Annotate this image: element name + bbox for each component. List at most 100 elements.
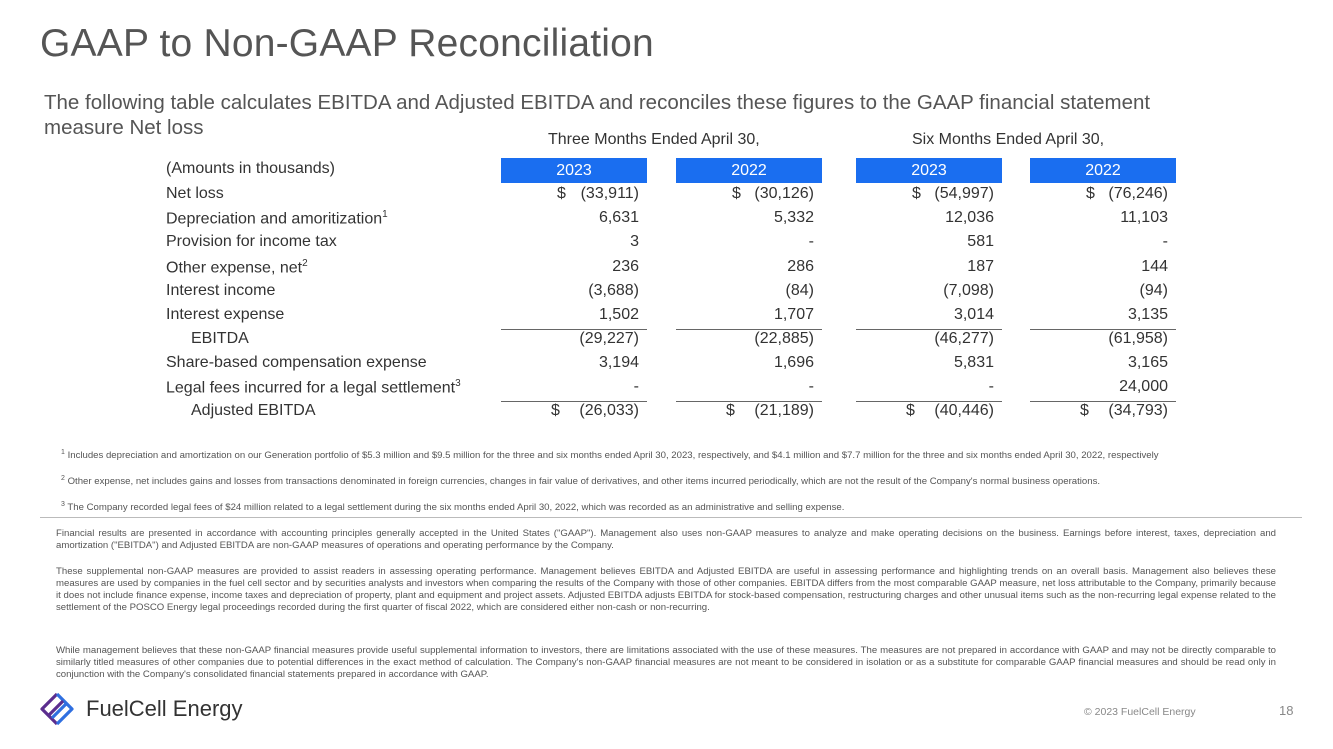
value-cell-6m-2022: (76,246)	[1108, 185, 1168, 202]
adjusted-ebitda-subtotal-rule	[501, 401, 647, 402]
row-label: Legal fees incurred for a legal settleme…	[166, 378, 461, 397]
footnote-2-number: 2	[61, 475, 65, 482]
value-cell-6m-2023: 3,014	[953, 306, 994, 323]
row-label-footnote-ref: 1	[382, 209, 388, 220]
disclaimer-paragraph-1: Financial results are presented in accor…	[56, 528, 1276, 551]
value-cell-6m-2023: (7,098)	[943, 282, 994, 299]
currency-symbol: $	[726, 402, 735, 419]
company-logo: FuelCell Energy	[40, 692, 243, 726]
value-cell-3m-2022: (21,189)	[754, 402, 814, 419]
amounts-label: (Amounts in thousands)	[166, 160, 335, 177]
value-cell-3m-2022: 5,332	[773, 209, 814, 226]
value-cell-6m-2022: 3,135	[1127, 306, 1168, 323]
row-label-text: Share-based compensation expense	[166, 354, 427, 371]
row-label-text: Provision for income tax	[166, 233, 337, 250]
row-label: Other expense, net2	[166, 258, 308, 277]
row-label-footnote-ref: 2	[302, 258, 308, 269]
row-label-text: Other expense, net	[166, 259, 303, 277]
value-cell-3m-2023: (3,688)	[588, 282, 639, 299]
disclaimer-paragraph-2: These supplemental non-GAAP measures are…	[56, 566, 1276, 613]
value-cell-3m-2022: -	[808, 233, 814, 250]
value-cell-3m-2023: 1,502	[598, 306, 639, 323]
value-cell-3m-2023: 6,631	[598, 209, 639, 226]
currency-symbol: $	[557, 185, 566, 202]
value-cell-3m-2023: (29,227)	[579, 330, 639, 347]
row-label-text: Net loss	[166, 185, 224, 202]
row-label-text: Legal fees incurred for a legal settleme…	[166, 379, 456, 397]
row-label: Net loss	[166, 185, 224, 203]
row-label-text: Interest income	[166, 282, 276, 299]
value-cell-3m-2023: 3	[630, 233, 639, 250]
value-cell-3m-2023: (33,911)	[580, 185, 639, 202]
currency-symbol: $	[1080, 402, 1089, 419]
page-title: GAAP to Non-GAAP Reconciliation	[40, 22, 654, 65]
row-label-footnote-ref: 3	[455, 378, 461, 389]
value-cell-3m-2023: -	[633, 378, 639, 395]
fuelcell-logo-icon	[40, 692, 74, 726]
ebitda-subtotal-rule	[1030, 329, 1176, 330]
adjusted-ebitda-subtotal-rule	[856, 401, 1002, 402]
ebitda-subtotal-rule	[676, 329, 822, 330]
row-label: Depreciation and amoritization1	[166, 209, 388, 228]
value-cell-3m-2023: 3,194	[598, 354, 639, 371]
footnote-2: 2 Other expense, net includes gains and …	[61, 473, 1201, 488]
page-subtitle: The following table calculates EBITDA an…	[44, 91, 1151, 139]
row-label-text: Adjusted EBITDA	[191, 402, 316, 419]
row-label: Provision for income tax	[166, 233, 337, 251]
value-cell-3m-2022: (22,885)	[754, 330, 814, 347]
footnote-3-number: 3	[61, 501, 65, 508]
footnote-3: 3 The Company recorded legal fees of $24…	[61, 499, 1201, 514]
footnote-3-text: The Company recorded legal fees of $24 m…	[67, 502, 845, 514]
value-cell-3m-2022: (84)	[785, 282, 814, 299]
value-cell-3m-2022: 286	[787, 258, 814, 275]
year-header-6m-2022: 2022	[1030, 158, 1176, 183]
value-cell-3m-2022: (30,126)	[754, 185, 814, 202]
value-cell-6m-2022: 11,103	[1120, 209, 1168, 226]
value-cell-6m-2022: (94)	[1139, 282, 1168, 299]
adjusted-ebitda-subtotal-rule	[1030, 401, 1176, 402]
ebitda-subtotal-rule	[856, 329, 1002, 330]
adjusted-ebitda-subtotal-rule	[676, 401, 822, 402]
value-cell-6m-2023: (40,446)	[934, 402, 994, 419]
value-cell-6m-2023: 12,036	[945, 209, 994, 226]
footnote-1-number: 1	[61, 449, 65, 456]
disclaimer-paragraph-3: While management believes that these non…	[56, 645, 1276, 680]
value-cell-3m-2023: 236	[612, 258, 639, 275]
section-divider	[40, 517, 1302, 518]
value-cell-6m-2023: 581	[967, 233, 994, 250]
value-cell-6m-2022: 3,165	[1127, 354, 1168, 371]
copyright-text: © 2023 FuelCell Energy	[1084, 706, 1196, 718]
value-cell-6m-2022: 144	[1141, 258, 1168, 275]
currency-symbol: $	[912, 185, 921, 202]
value-cell-3m-2022: 1,707	[773, 306, 814, 323]
currency-symbol: $	[551, 402, 560, 419]
row-label: Adjusted EBITDA	[191, 402, 316, 420]
value-cell-6m-2022: 24,000	[1119, 378, 1168, 395]
footnote-2-text: Other expense, net includes gains and lo…	[67, 476, 1101, 488]
currency-symbol: $	[1086, 185, 1095, 202]
row-label: Interest expense	[166, 306, 284, 324]
value-cell-3m-2023: (26,033)	[579, 402, 639, 419]
logo-text: FuelCell Energy	[86, 696, 243, 721]
row-label-text: Interest expense	[166, 306, 285, 323]
value-cell-6m-2022: -	[1162, 233, 1168, 250]
row-label: Interest income	[166, 282, 275, 300]
row-label: Share-based compensation expense	[166, 354, 427, 372]
value-cell-3m-2022: 1,696	[773, 354, 814, 371]
value-cell-6m-2023: -	[988, 378, 994, 395]
row-label-text: Depreciation and amoritization	[166, 210, 383, 228]
value-cell-6m-2023: 5,831	[953, 354, 994, 371]
period-header-three-months: Three Months Ended April 30,	[548, 131, 760, 148]
year-header-3m-2023: 2023	[501, 158, 647, 183]
footnote-1: 1 Includes depreciation and amortization…	[61, 447, 1201, 462]
value-cell-6m-2023: (54,997)	[934, 185, 994, 202]
value-cell-6m-2022: (34,793)	[1108, 402, 1168, 419]
ebitda-subtotal-rule	[501, 329, 647, 330]
page-number: 18	[1279, 703, 1294, 718]
row-label-text: EBITDA	[191, 330, 249, 347]
currency-symbol: $	[732, 185, 741, 202]
row-label: EBITDA	[191, 330, 249, 348]
value-cell-6m-2023: 187	[967, 258, 994, 275]
period-header-six-months: Six Months Ended April 30,	[912, 131, 1105, 148]
year-header-6m-2023: 2023	[856, 158, 1002, 183]
